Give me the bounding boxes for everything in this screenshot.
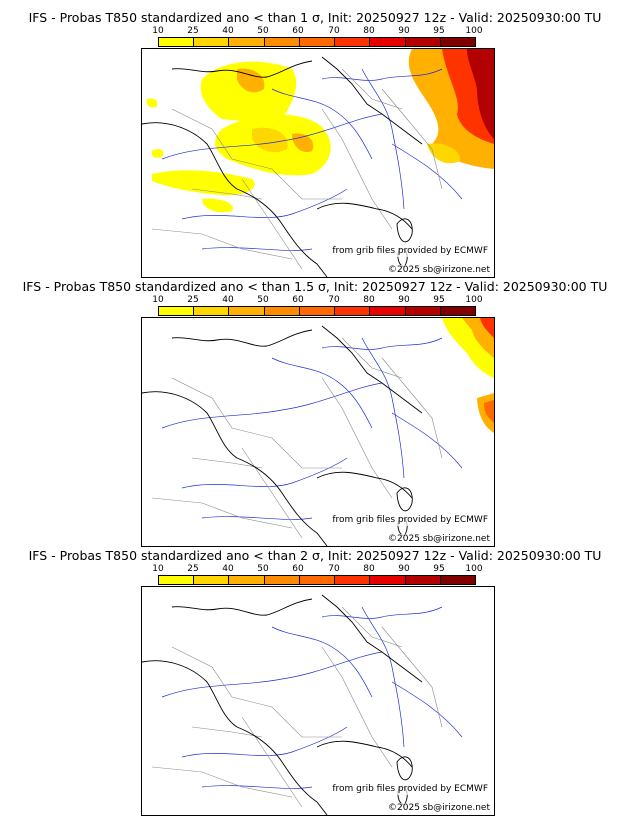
map-graphic [142,318,494,546]
legend-swatch [370,576,406,584]
legend-swatch [405,576,441,584]
legend-label: 90 [398,26,410,36]
copyright-text: ©2025 sb@irizone.net [388,265,490,276]
legend-label: 25 [187,26,199,36]
panel-title: IFS - Probas T850 standardized ano < tha… [28,10,602,25]
legend-labels: 10 25 40 50 60 70 80 90 95 100 [152,564,482,574]
panel-title: IFS - Probas T850 standardized ano < tha… [28,548,602,563]
legend-labels: 10 25 40 50 60 70 80 90 95 100 [152,295,482,305]
legend-label: 10 [152,295,164,305]
legend-color-bar [158,306,476,316]
probability-map: from grib files provided by ECMWF ©2025 … [141,317,495,547]
legend-label: 50 [257,295,269,305]
legend-label: 10 [152,26,164,36]
admin-borders [151,337,443,539]
legend-label: 10 [152,564,164,574]
probability-map: from grib files provided by ECMWF ©2025 … [141,48,495,278]
color-legend: 10 25 40 50 60 70 80 90 95 100 [152,26,483,48]
legend-label: 40 [222,564,234,574]
legend-swatch [299,38,336,46]
legend-label: 50 [257,26,269,36]
legend-swatch [299,307,336,315]
probability-field [146,49,494,213]
probability-map: from grib files provided by ECMWF ©2025 … [141,586,495,816]
legend-swatch [405,38,441,46]
admin-borders [151,68,443,270]
legend-label: 25 [187,295,199,305]
legend-swatch [405,307,441,315]
coastlines [142,325,423,546]
legend-label: 100 [465,26,483,36]
legend-swatch [264,576,300,584]
source-credit: from grib files provided by ECMWF [332,784,488,795]
legend-swatch [299,576,336,584]
legend-swatch [440,307,475,315]
legend-swatch [159,38,195,46]
legend-label: 40 [222,295,234,305]
legend-label: 25 [187,564,199,574]
source-credit: from grib files provided by ECMWF [332,515,488,526]
legend-label: 90 [398,564,410,574]
legend-swatch [229,307,265,315]
legend-swatch [159,576,195,584]
legend-label: 60 [292,26,304,36]
legend-swatch [264,38,300,46]
legend-swatch [440,576,475,584]
legend-label: 70 [328,564,340,574]
legend-swatch [194,576,230,584]
legend-label: 80 [363,295,375,305]
legend-label: 95 [433,295,445,305]
legend-label: 60 [292,295,304,305]
legend-swatch [335,307,371,315]
admin-borders [151,606,443,808]
legend-label: 40 [222,26,234,36]
map-panel-1sigma: IFS - Probas T850 standardized ano < tha… [0,10,630,280]
panel-title: IFS - Probas T850 standardized ano < tha… [22,279,608,294]
legend-color-bar [158,37,476,47]
map-panel-2sigma: IFS - Probas T850 standardized ano < tha… [0,548,630,818]
legend-swatch [370,307,406,315]
legend-swatch [264,307,300,315]
rivers [161,337,463,520]
color-legend: 10 25 40 50 60 70 80 90 95 100 [152,295,483,317]
legend-label: 60 [292,564,304,574]
coastlines [142,594,423,815]
legend-label: 50 [257,564,269,574]
rivers [161,68,463,251]
map-panel-1-5sigma: IFS - Probas T850 standardized ano < tha… [0,279,630,549]
color-legend: 10 25 40 50 60 70 80 90 95 100 [152,564,483,586]
legend-swatch [440,38,475,46]
legend-label: 100 [465,295,483,305]
legend-label: 100 [465,564,483,574]
source-credit: from grib files provided by ECMWF [332,246,488,257]
legend-color-bar [158,575,476,585]
legend-label: 80 [363,26,375,36]
legend-label: 90 [398,295,410,305]
legend-label: 95 [433,564,445,574]
copyright-text: ©2025 sb@irizone.net [388,534,490,545]
legend-swatch [229,38,265,46]
legend-swatch [335,576,371,584]
map-graphic [142,594,463,815]
legend-swatch [335,38,371,46]
legend-labels: 10 25 40 50 60 70 80 90 95 100 [152,26,482,36]
legend-label: 70 [328,295,340,305]
probability-field [442,318,494,433]
legend-swatch [159,307,195,315]
legend-label: 70 [328,26,340,36]
copyright-text: ©2025 sb@irizone.net [388,803,490,814]
map-graphic [142,49,494,277]
rivers [161,606,463,789]
legend-swatch [370,38,406,46]
legend-swatch [194,38,230,46]
legend-label: 95 [433,26,445,36]
legend-swatch [194,307,230,315]
legend-swatch [229,576,265,584]
legend-label: 80 [363,564,375,574]
